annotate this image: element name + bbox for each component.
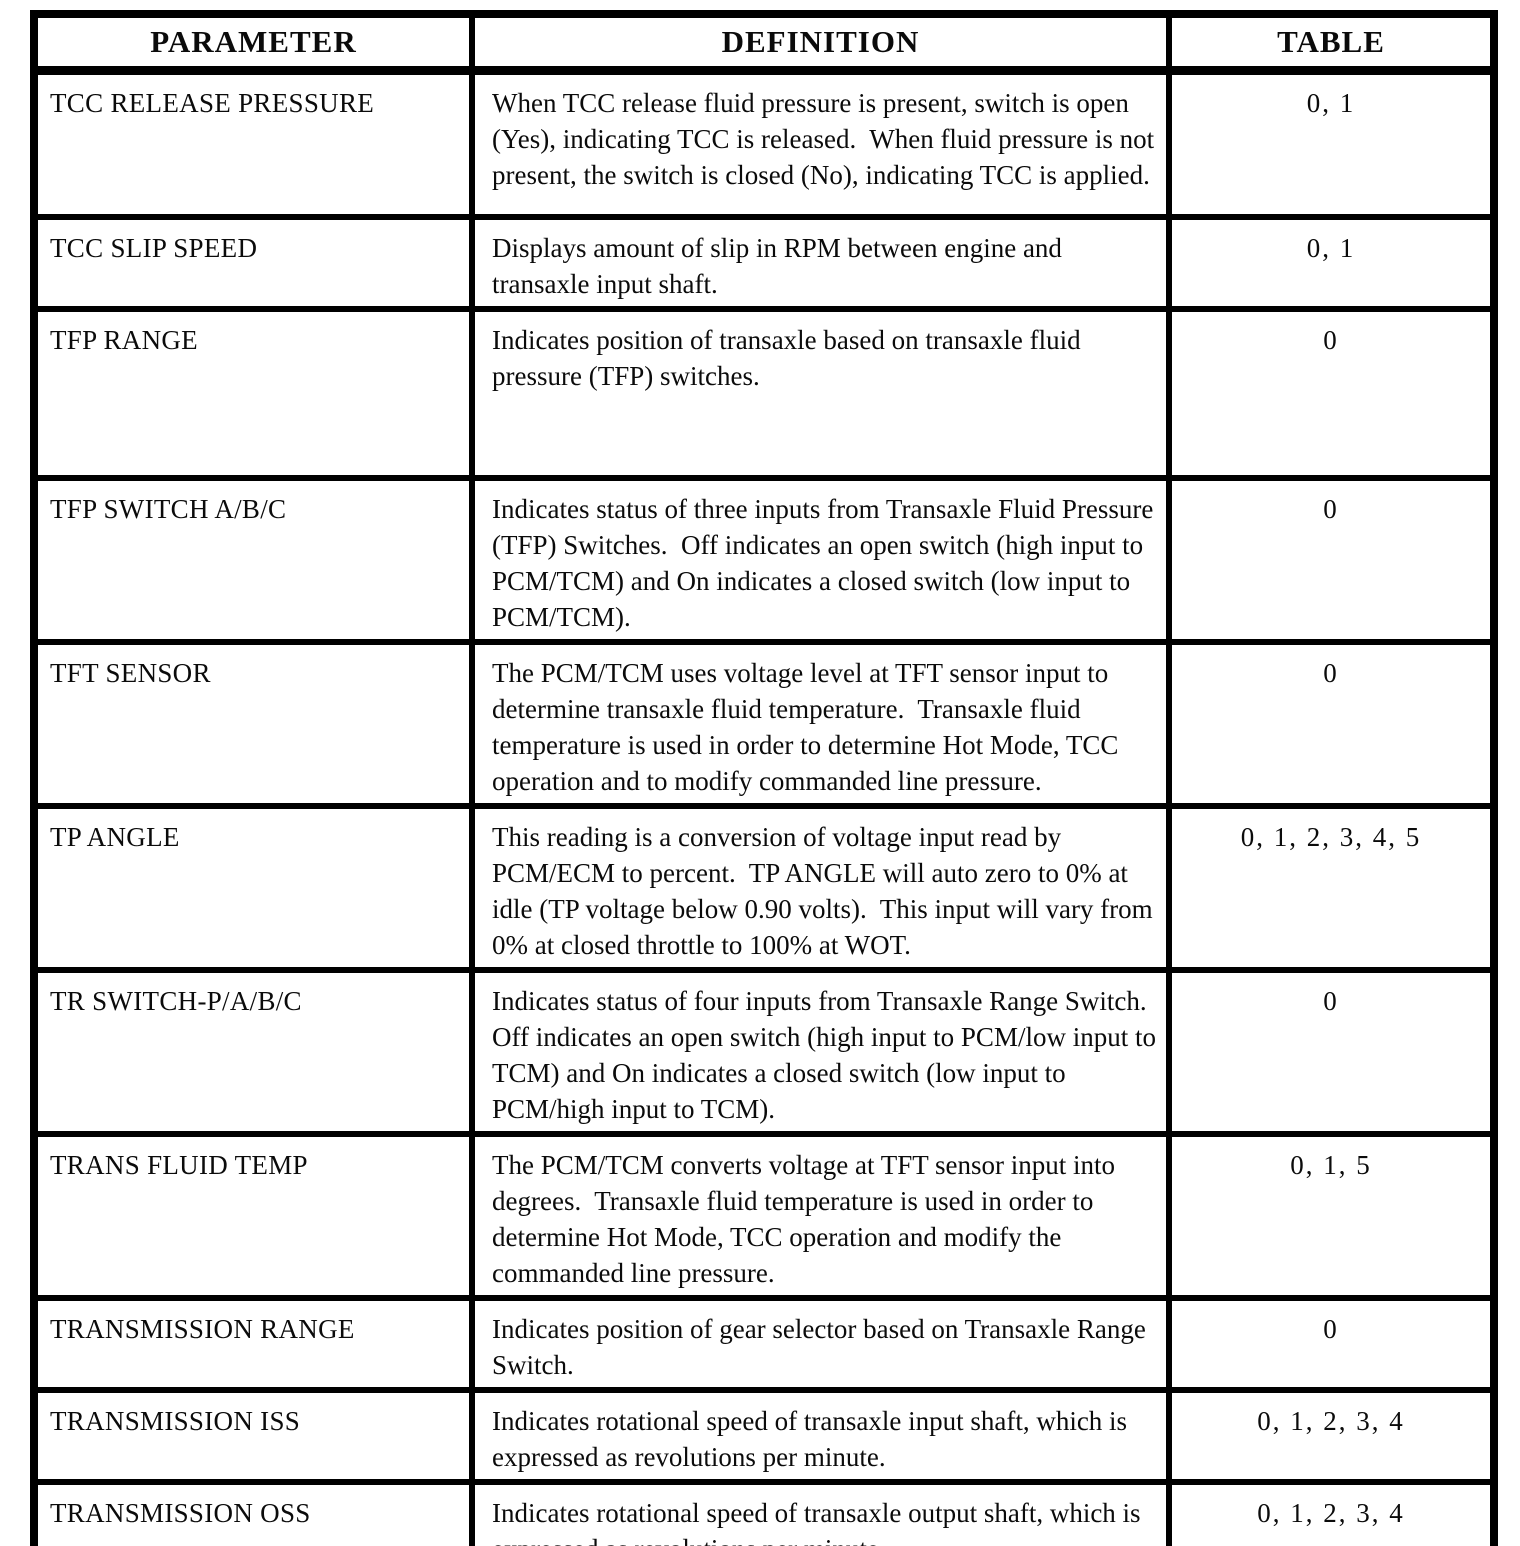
table-refs-cell: 0, 1, 2, 3, 4, 5 (1166, 802, 1497, 973)
definition-cell: Indicates rotational speed of transaxle … (469, 1386, 1172, 1485)
table-refs-cell: 0 (1166, 638, 1497, 809)
parameter-cell: TRANSMISSION RANGE (31, 1294, 475, 1393)
definition-cell: Displays amount of slip in RPM between e… (469, 213, 1172, 312)
table-refs-cell: 0 (1166, 305, 1497, 481)
table-row: TRANSMISSION RANGE Indicates position of… (31, 1294, 1497, 1393)
table-row: TFP SWITCH A/B/C Indicates status of thr… (31, 474, 1497, 645)
parameter-cell: TFT SENSOR (31, 638, 475, 809)
definition-cell: The PCM/TCM converts voltage at TFT sens… (469, 1130, 1172, 1301)
table-refs-cell: 0 (1166, 1294, 1497, 1393)
definition-cell: Indicates rotational speed of transaxle … (469, 1478, 1172, 1546)
table-row: TRANSMISSION OSS Indicates rotational sp… (31, 1478, 1497, 1546)
definition-cell: Indicates position of transaxle based on… (469, 305, 1172, 481)
table-refs-cell: 0, 1 (1166, 67, 1497, 220)
parameter-cell: TCC SLIP SPEED (31, 213, 475, 312)
parameter-cell: TRANS FLUID TEMP (31, 1130, 475, 1301)
table-row: TP ANGLE This reading is a conversion of… (31, 802, 1497, 973)
parameter-cell: TR SWITCH-P/A/B/C (31, 966, 475, 1137)
parameter-cell: TRANSMISSION OSS (31, 1478, 475, 1546)
table-refs-cell: 0, 1, 5 (1166, 1130, 1497, 1301)
parameter-cell: TP ANGLE (31, 802, 475, 973)
definition-cell: Indicates status of four inputs from Tra… (469, 966, 1172, 1137)
table-refs-cell: 0 (1166, 966, 1497, 1137)
table-row: TFP RANGE Indicates position of transaxl… (31, 305, 1497, 481)
table-row: TCC SLIP SPEED Displays amount of slip i… (31, 213, 1497, 312)
definition-cell: The PCM/TCM uses voltage level at TFT se… (469, 638, 1172, 809)
parameter-cell: TRANSMISSION ISS (31, 1386, 475, 1485)
header-row: PARAMETER DEFINITION TABLE (31, 11, 1497, 75)
table-row: TRANSMISSION ISS Indicates rotational sp… (31, 1386, 1497, 1485)
table-refs-cell: 0 (1166, 474, 1497, 645)
column-header-table: TABLE (1166, 11, 1497, 75)
table-refs-cell: 0, 1, 2, 3, 4 (1166, 1478, 1497, 1546)
definition-cell: When TCC release fluid pressure is prese… (469, 67, 1172, 220)
definition-cell: Indicates status of three inputs from Tr… (469, 474, 1172, 645)
table-row: TRANS FLUID TEMP The PCM/TCM converts vo… (31, 1130, 1497, 1301)
parameter-cell: TCC RELEASE PRESSURE (31, 67, 475, 220)
table-refs-cell: 0, 1, 2, 3, 4 (1166, 1386, 1497, 1485)
definition-cell: This reading is a conversion of voltage … (469, 802, 1172, 973)
column-header-parameter: PARAMETER (31, 11, 475, 75)
parameter-cell: TFP SWITCH A/B/C (31, 474, 475, 645)
definition-cell: Indicates position of gear selector base… (469, 1294, 1172, 1393)
table-refs-cell: 0, 1 (1166, 213, 1497, 312)
table-row: TFT SENSOR The PCM/TCM uses voltage leve… (31, 638, 1497, 809)
column-header-definition: DEFINITION (469, 11, 1172, 75)
parameter-cell: TFP RANGE (31, 305, 475, 481)
parameter-definition-table: PARAMETER DEFINITION TABLE TCC RELEASE P… (30, 10, 1498, 1546)
table-row: TR SWITCH-P/A/B/C Indicates status of fo… (31, 966, 1497, 1137)
table-row: TCC RELEASE PRESSURE When TCC release fl… (31, 67, 1497, 220)
